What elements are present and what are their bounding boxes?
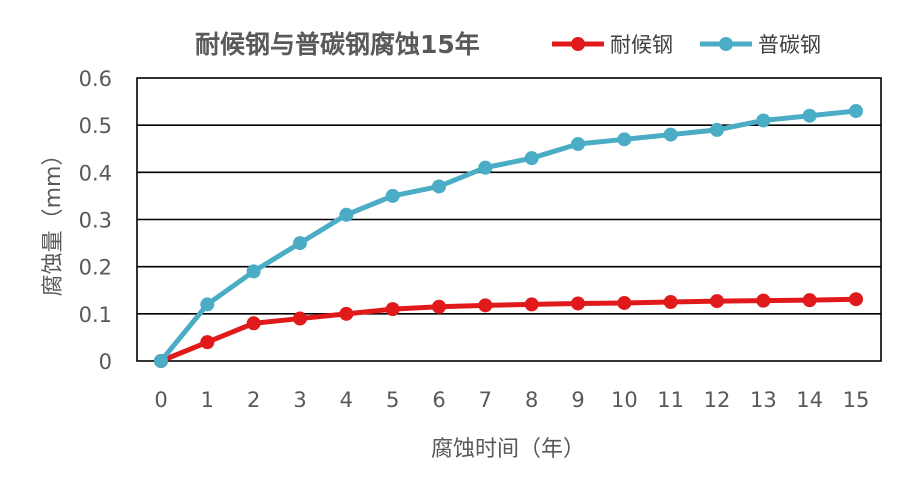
data-point [339,306,354,321]
data-point [571,296,585,311]
data-point [246,264,261,279]
data-point [849,292,863,307]
data-point [756,113,771,128]
y-tick-label: 0.2 [79,256,112,280]
x-tick-label: 15 [843,388,870,412]
data-point [756,293,771,308]
data-point [571,137,585,152]
legend-item-weathering-steel: 耐候钢 [552,33,673,57]
x-tick-label: 0 [154,388,167,412]
legend-marker-carbon-steel [719,37,733,51]
data-point [246,316,261,331]
x-tick-label: 11 [657,388,684,412]
y-axis-label: 腐蚀量（mm） [41,144,66,297]
data-point [849,104,863,119]
x-tick-label: 14 [796,388,823,412]
data-point [478,160,493,175]
legend-label-carbon-steel: 普碳钢 [758,33,821,57]
data-point [802,293,817,308]
legend-label-weathering-steel: 耐候钢 [610,33,673,57]
legend-item-carbon-steel: 普碳钢 [700,33,821,57]
y-tick-label: 0.5 [79,114,112,138]
data-point [617,132,632,147]
y-tick-label: 0.4 [79,161,112,185]
x-tick-label: 1 [201,388,214,412]
data-point [663,127,678,142]
data-point [154,354,168,368]
x-tick-label: 6 [432,388,445,412]
gridlines [137,124,881,315]
data-point [200,297,215,312]
legend-marker-weathering-steel [571,37,585,51]
data-point [524,151,539,166]
plot-frame [136,77,882,362]
x-tick-label: 10 [611,388,638,412]
series-0 [154,292,863,368]
data-point [293,236,307,251]
x-tick-label: 12 [704,388,731,412]
data-point [385,302,400,317]
x-tick-label: 8 [525,388,538,412]
x-tick-label: 5 [386,388,399,412]
chart-title: 耐候钢与普碳钢腐蚀15年 [195,30,480,59]
y-tick-label: 0.6 [79,67,112,91]
x-tick-label: 2 [247,388,260,412]
y-tick-label: 0 [99,350,112,374]
data-point [385,188,400,203]
y-tick-label: 0.1 [79,303,112,327]
data-point [802,108,817,123]
data-point [617,295,632,310]
x-tick-label: 3 [293,388,306,412]
data-point [432,179,446,194]
data-point [710,122,724,137]
data-point [200,335,215,350]
x-axis-ticks: 0 1 2 3 4 5 6 7 8 9 10 11 12 13 14 15 [154,388,869,412]
data-point [524,297,539,312]
data-point [478,298,493,313]
x-axis-label: 腐蚀时间（年） [431,437,585,462]
data-point [663,295,678,310]
data-point [339,207,354,222]
series-line-1 [159,108,857,363]
y-tick-label: 0.3 [79,209,112,233]
series [154,104,863,368]
x-tick-label: 13 [750,388,777,412]
data-point [432,299,446,314]
data-point [710,294,724,309]
x-tick-label: 9 [571,388,584,412]
series-line-0 [160,296,857,364]
data-point [293,311,307,326]
x-tick-label: 4 [340,388,353,412]
series-1 [154,104,863,368]
x-tick-label: 7 [479,388,492,412]
legend: 耐候钢 普碳钢 [552,33,821,57]
y-axis-ticks: 0 0.1 0.2 0.3 0.4 0.5 0.6 [79,67,112,374]
